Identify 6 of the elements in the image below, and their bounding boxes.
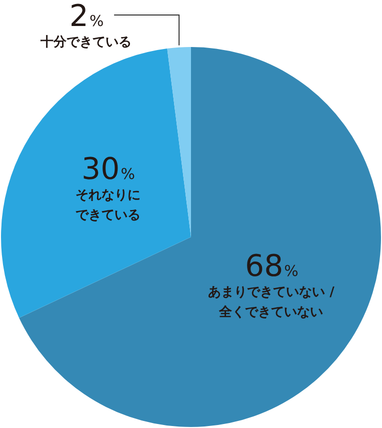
- slice-label: 十分できている: [40, 35, 132, 50]
- slice-label: それなりにできている: [75, 188, 140, 224]
- data-label: 68%: [245, 248, 298, 284]
- data-label: 2%: [69, 0, 104, 34]
- slice-label: あまりできていない / 全くできていない: [208, 284, 335, 320]
- data-label: 30%: [82, 152, 135, 188]
